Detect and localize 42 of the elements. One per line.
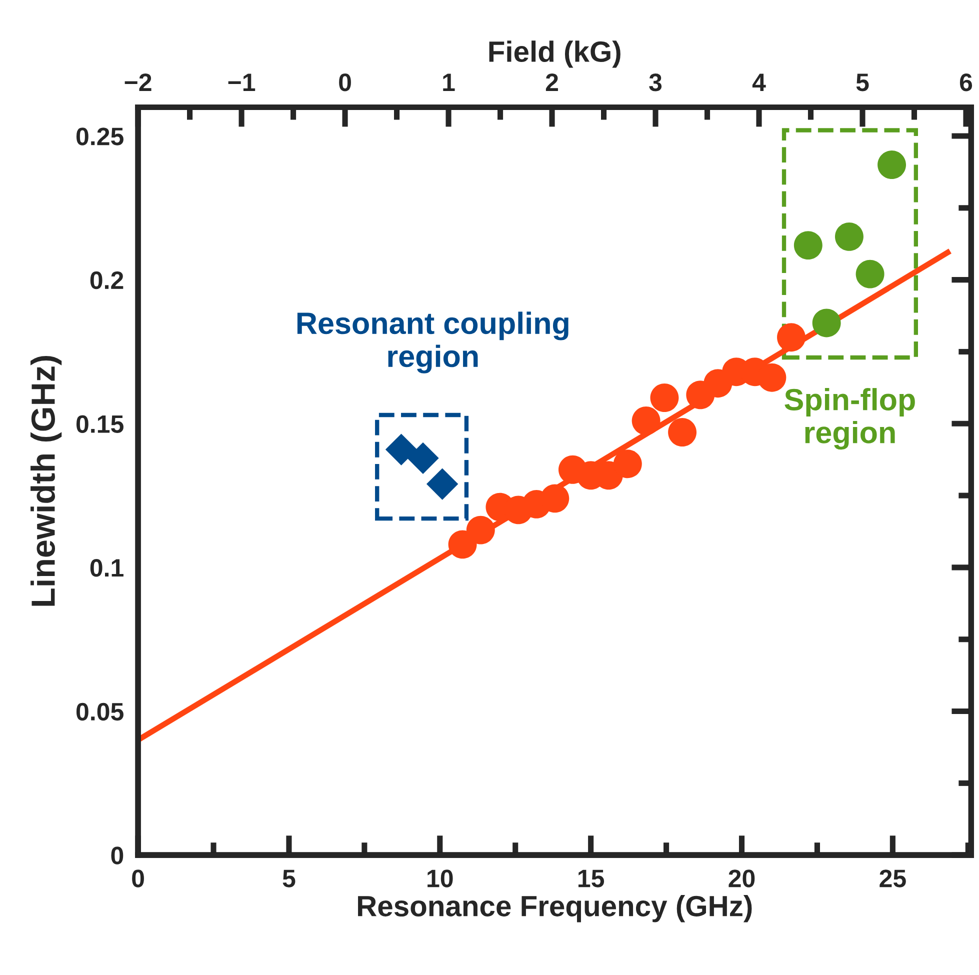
point	[466, 516, 495, 544]
x2-tick-label: −1	[228, 74, 256, 91]
point	[540, 484, 570, 513]
x2-tick-label: 2	[546, 73, 558, 91]
x2-tick-label: 3	[649, 73, 662, 92]
x-tick-label: 10	[428, 870, 453, 888]
x2-tick-label: −2	[124, 73, 152, 91]
y-tick-label: 0.15	[76, 415, 124, 433]
x2-tick-label: 6	[960, 73, 972, 92]
x2-tick-label: 5	[856, 74, 869, 92]
point	[856, 260, 884, 288]
point	[777, 323, 806, 352]
x-tick-label: 25	[880, 870, 906, 888]
annotation: Resonant coupling region	[297, 312, 568, 374]
point	[426, 468, 458, 500]
x-tick-label: 5	[282, 870, 296, 888]
x2-tick-label: 4	[752, 74, 766, 91]
point	[650, 384, 679, 412]
x-tick-label: 0	[132, 870, 144, 888]
point	[758, 363, 786, 392]
point	[834, 222, 864, 251]
y-tick-label: 0.25	[76, 128, 124, 146]
y-axis-title: Linewidth (GHz)	[30, 356, 62, 606]
point	[448, 530, 477, 559]
point	[794, 231, 822, 260]
point	[812, 308, 841, 338]
y-tick-label: 0.2	[90, 271, 124, 290]
y-tick-label: 0.1	[90, 559, 124, 577]
point	[385, 434, 418, 466]
x2-axis-title: Field (kG)	[489, 40, 620, 68]
point	[632, 406, 660, 435]
x-tick-label: 15	[578, 870, 604, 888]
annotation: Spin-flop region	[784, 388, 915, 450]
point	[613, 450, 642, 478]
y-tick-label: 0	[111, 846, 124, 864]
x2-tick-label: 1	[443, 74, 455, 91]
y-tick-label: 0.05	[76, 702, 124, 721]
x-tick-label: 20	[728, 870, 755, 888]
x-axis-title: Resonance Frequency (GHz)	[358, 895, 752, 922]
point	[878, 150, 906, 180]
x2-tick-label: 0	[339, 73, 351, 92]
point	[668, 418, 697, 446]
